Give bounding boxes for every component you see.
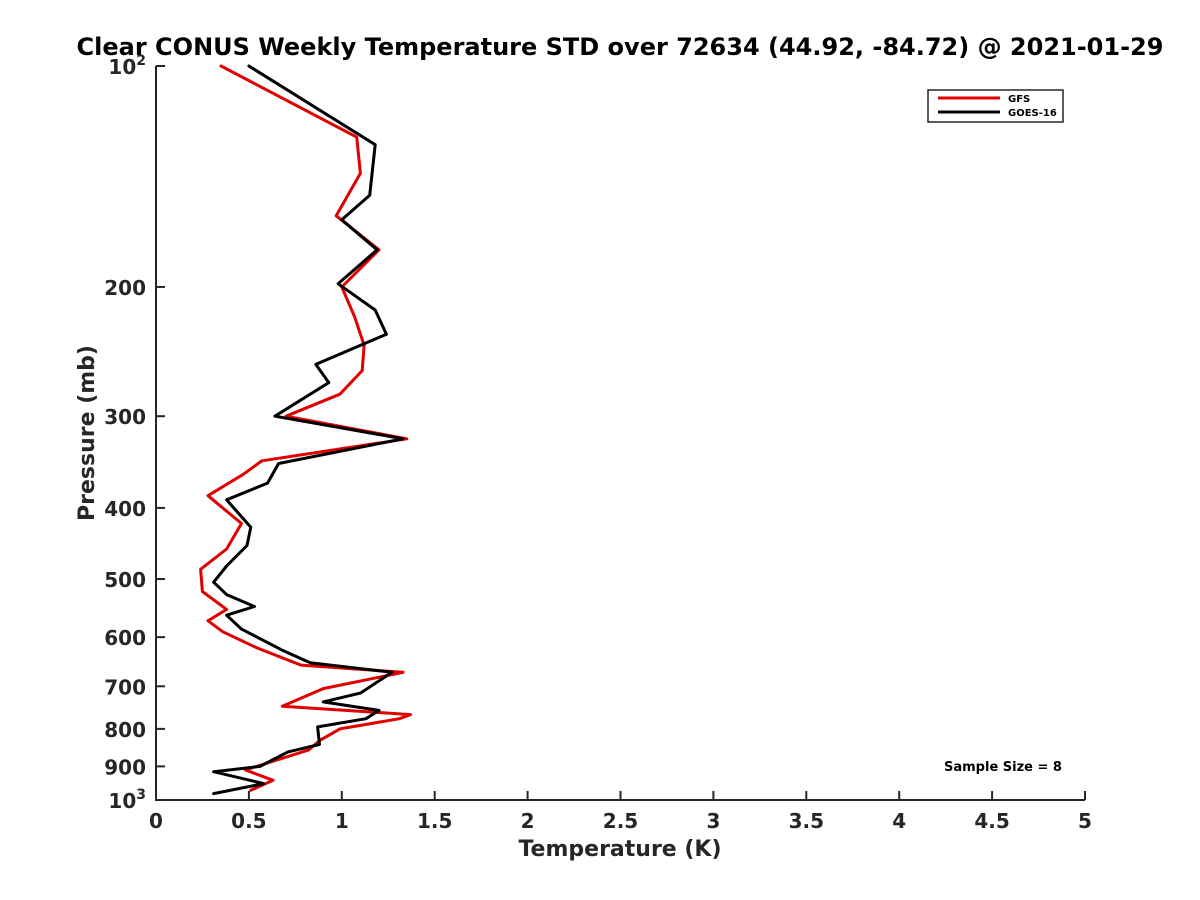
y-tick-label: 500 xyxy=(104,568,146,592)
x-axis-label: Temperature (K) xyxy=(518,837,721,862)
series-line-goes-16 xyxy=(212,64,405,796)
chart-title: Clear CONUS Weekly Temperature STD over … xyxy=(77,33,1164,61)
x-tick-label: 4.5 xyxy=(974,809,1009,833)
legend-entry: GOES-16 xyxy=(1008,108,1057,119)
legend: GFS GOES-16 xyxy=(927,89,1064,123)
sample-size-annotation: Sample Size = 8 xyxy=(944,760,1062,775)
y-tick-label: 800 xyxy=(104,718,146,742)
y-axis-label: Pressure (mb) xyxy=(75,345,100,521)
x-tick-label: 1 xyxy=(335,809,349,833)
x-tick-label: 1.5 xyxy=(417,809,452,833)
x-tick-label: 2 xyxy=(521,809,535,833)
legend-box xyxy=(927,89,1064,123)
y-tick-label: 103 xyxy=(108,787,146,813)
y-tick-label: 200 xyxy=(104,276,146,300)
y-tick-label: 600 xyxy=(104,626,146,650)
x-tick-label: 3 xyxy=(706,809,720,833)
y-tick-label: 700 xyxy=(104,675,146,699)
x-tick-label: 2.5 xyxy=(603,809,638,833)
series-layer xyxy=(199,64,412,796)
x-axis-ticks: 0 0.5 1 1.5 2 2.5 3 3.5 4 4.5 5 xyxy=(149,791,1092,833)
x-tick-label: 0 xyxy=(149,809,163,833)
series-line-gfs xyxy=(199,64,412,792)
y-tick-label: 102 xyxy=(108,53,146,79)
x-tick-label: 4 xyxy=(892,809,906,833)
legend-entry: GFS xyxy=(1008,94,1030,105)
y-tick-label: 900 xyxy=(104,755,146,779)
x-tick-label: 3.5 xyxy=(789,809,824,833)
y-tick-label: 400 xyxy=(104,497,146,521)
y-axis-ticks: 102 200 300 400 500 600 700 800 900 103 xyxy=(104,53,165,813)
x-tick-label: 0.5 xyxy=(231,809,266,833)
x-tick-label: 5 xyxy=(1078,809,1092,833)
y-tick-label: 300 xyxy=(104,405,146,429)
